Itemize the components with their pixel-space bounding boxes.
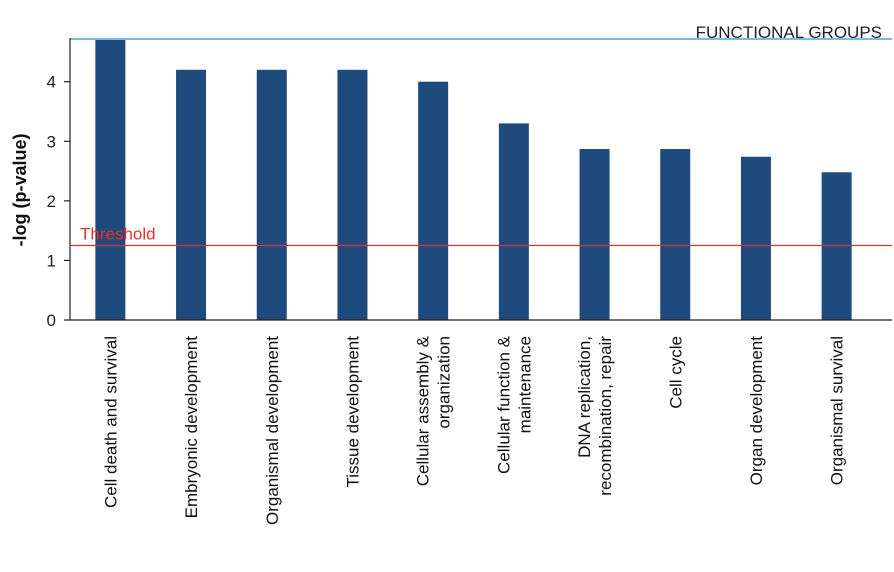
bar: [95, 40, 126, 320]
x-category-label-line: maintenance: [515, 336, 534, 433]
x-category-label-line: Organismal survival: [828, 336, 847, 485]
bar: [176, 69, 207, 320]
x-category-label: Embryonic development: [182, 336, 201, 519]
bar: [256, 69, 287, 320]
x-category-label: Tissue development: [343, 336, 362, 488]
bar: [740, 156, 771, 320]
bar: [498, 123, 529, 320]
x-category-label-line: Organismal development: [263, 336, 282, 525]
y-axis-ticks: 0 1 2 3 4: [47, 73, 70, 330]
bars-group: [95, 40, 852, 321]
x-category-label: Cell death and survival: [101, 336, 120, 508]
bar: [579, 149, 610, 320]
x-category-label-line: Tissue development: [343, 336, 362, 488]
bar: [418, 81, 449, 321]
x-category-label-line: recombination, repair: [596, 336, 615, 496]
x-category-label-line: DNA replication,: [575, 336, 594, 458]
x-category-label: Cellular assembly & organization: [414, 335, 454, 486]
y-axis-label: -log (p-value): [10, 134, 30, 247]
x-category-label-line: Cell death and survival: [101, 336, 120, 508]
x-category-label: Organ development: [747, 336, 766, 486]
x-axis-labels: Cell death and survival Embryonic develop…: [101, 335, 846, 525]
x-category-label-line: Cellular assembly &: [414, 335, 433, 486]
x-category-label: Cell cycle: [666, 336, 685, 409]
x-category-label-line: Cellular function &: [494, 335, 513, 474]
threshold-label: Threshold: [80, 225, 156, 244]
y-tick-label: 3: [47, 132, 56, 151]
y-tick-label: 2: [47, 192, 56, 211]
x-category-label: DNA replication, recombination, repair: [575, 336, 615, 496]
x-category-label: Organismal development: [263, 336, 282, 525]
y-tick-label: 1: [47, 251, 56, 270]
x-category-label: Organismal survival: [828, 336, 847, 485]
bar: [337, 69, 368, 320]
x-category-label-line: Organ development: [747, 336, 766, 486]
x-category-label: Cellular function & maintenance: [494, 335, 534, 474]
x-category-label-line: organization: [435, 336, 454, 429]
y-tick-label: 4: [47, 73, 56, 92]
x-category-label-line: Cell cycle: [666, 336, 685, 409]
y-tick-label: 0: [47, 311, 56, 330]
bar: [660, 149, 691, 320]
x-category-label-line: Embryonic development: [182, 336, 201, 519]
chart-title: FUNCTIONAL GROUPS: [696, 23, 882, 42]
